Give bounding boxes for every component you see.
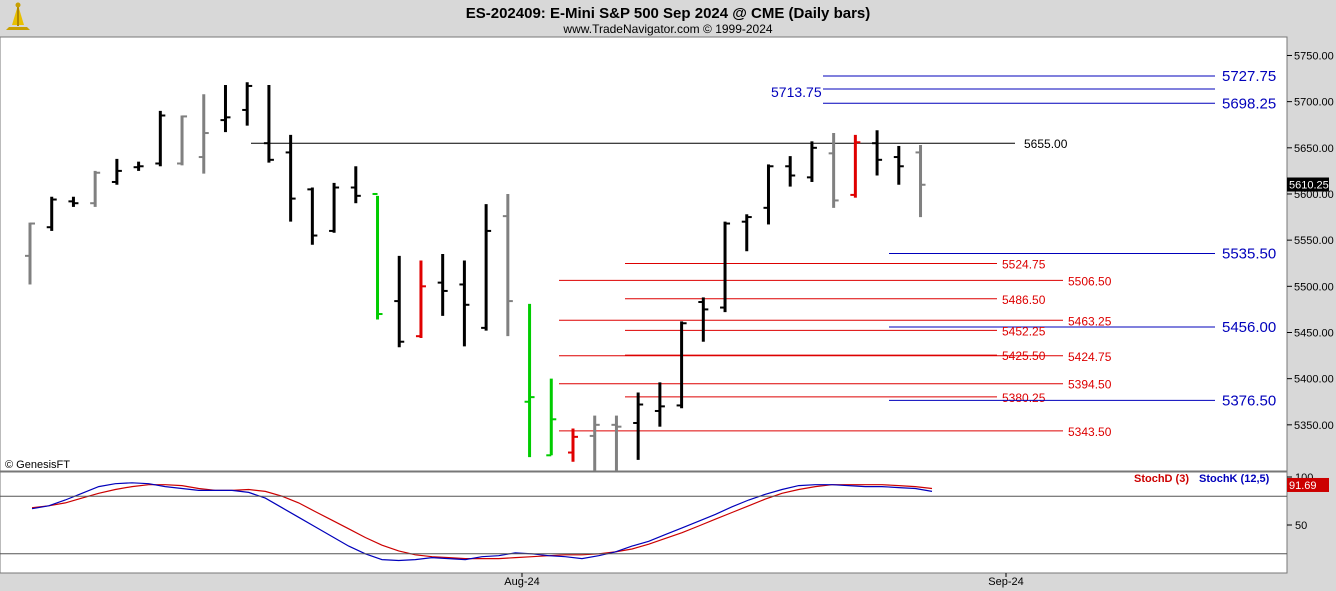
ohlc-bar [720, 221, 731, 313]
ohlc-bar [155, 110, 166, 167]
ohlc-bar [285, 134, 296, 222]
stochastic-panel[interactable] [0, 471, 1288, 574]
ohlc-bar [741, 214, 752, 252]
ohlc-bar [611, 415, 622, 471]
level-label: 5424.75 [1068, 350, 1112, 364]
ohlc-bar [198, 94, 209, 174]
ohlc-bar [828, 133, 839, 208]
ohlc-bar [350, 166, 361, 204]
level-label: 5486.50 [1002, 293, 1046, 307]
level-label: 5376.50 [1222, 392, 1276, 409]
ohlc-bar [90, 170, 101, 207]
level-label: 5452.25 [1002, 324, 1046, 338]
price-tick-label: 5600.00 [1294, 189, 1334, 201]
level-label: 5394.50 [1068, 378, 1112, 392]
ohlc-bar [25, 222, 35, 285]
price-tick-label: 5650.00 [1294, 143, 1334, 155]
price-tick-label: 5750.00 [1294, 50, 1334, 62]
price-bars [25, 82, 926, 471]
ohlc-bar [481, 204, 492, 331]
ohlc-bar [111, 158, 122, 185]
stoch-tick-label: 50 [1295, 520, 1307, 532]
ohlc-bar [633, 392, 644, 460]
price-tick-label: 5450.00 [1294, 327, 1334, 339]
ohlc-bar [177, 115, 188, 166]
ohlc-bar [263, 85, 274, 163]
ohlc-bar [893, 145, 904, 185]
level-label: 5380.25 [1002, 391, 1046, 405]
ohlc-bar [589, 415, 600, 471]
ohlc-bar [654, 382, 665, 427]
level-label: 5343.50 [1068, 425, 1112, 439]
stochastic-lines: StochD (3) StochK (12,5) [31, 473, 1270, 562]
level-label: 5535.50 [1222, 246, 1276, 263]
price-tick-label: 5400.00 [1294, 374, 1334, 386]
ohlc-bar [242, 82, 253, 126]
ohlc-bar [133, 161, 144, 171]
ohlc-bar [872, 130, 883, 176]
ohlc-bar [437, 254, 448, 316]
price-levels: 5727.75 5713.75 5698.25 5655.00 5535.50 5524.… [251, 68, 1276, 439]
stoch-last-label: 91.69 [1289, 480, 1317, 492]
level-label: 5727.75 [1222, 68, 1276, 85]
logo-icon [6, 2, 30, 30]
stoch-legend-label: StochK (12,5) [1199, 473, 1270, 485]
copyright-label: © GenesisFT [5, 459, 70, 471]
ohlc-bar [220, 85, 231, 133]
price-tick-label: 5700.00 [1294, 97, 1334, 109]
level-label: 5698.25 [1222, 95, 1276, 112]
ohlc-bar [46, 196, 57, 231]
ohlc-bar [307, 187, 318, 245]
ohlc-bar [502, 193, 513, 337]
time-tick-label: Sep-24 [988, 576, 1023, 588]
ohlc-bar [459, 260, 470, 347]
stoch-series-line [31, 482, 933, 562]
level-label: 5713.75 [771, 84, 822, 100]
level-label: 5463.25 [1068, 314, 1112, 328]
stoch-series-line [31, 484, 933, 560]
price-tick-label: 5500.00 [1294, 281, 1334, 293]
ohlc-bar [372, 192, 383, 320]
ohlc-bar [329, 182, 340, 233]
ohlc-bar [915, 145, 926, 218]
stoch-legend-label: StochD (3) [1134, 473, 1189, 485]
ohlc-bar [806, 141, 817, 182]
level-label: 5506.50 [1068, 274, 1112, 288]
level-label: 5524.75 [1002, 257, 1046, 271]
price-tick-label: 5350.00 [1294, 420, 1334, 432]
stochastic-axis: 1005091.69 [0, 472, 1329, 555]
time-axis: Aug-24 Sep-24 [504, 573, 1024, 588]
time-tick-label: Aug-24 [504, 576, 539, 588]
ohlc-bar [546, 378, 557, 457]
last-price-label: 5610.25 [1289, 180, 1329, 192]
ohlc-bar [763, 164, 774, 225]
ohlc-bar [568, 428, 578, 462]
ohlc-bar [676, 321, 687, 409]
price-tick-label: 5550.00 [1294, 235, 1334, 247]
price-axis: 5750.00 5700.00 5650.00 5600.00 5550.00 5500.… [1287, 50, 1334, 432]
chart-subtitle: www.TradeNavigator.com © 1999-2024 [562, 22, 772, 36]
chart-title: ES-202409: E-Mini S&P 500 Sep 2024 @ CME… [466, 5, 871, 22]
ohlc-bar [698, 297, 709, 342]
ohlc-bar [415, 260, 426, 339]
ohlc-bar [524, 303, 535, 458]
ohlc-bar [68, 196, 79, 207]
level-label: 5456.00 [1222, 319, 1276, 336]
level-label: 5655.00 [1024, 137, 1068, 151]
last-price-marker [1287, 177, 1329, 192]
ohlc-bar [394, 255, 405, 348]
stoch-last-marker [1287, 477, 1329, 492]
ohlc-bar [850, 134, 861, 198]
ohlc-bar [785, 156, 796, 187]
